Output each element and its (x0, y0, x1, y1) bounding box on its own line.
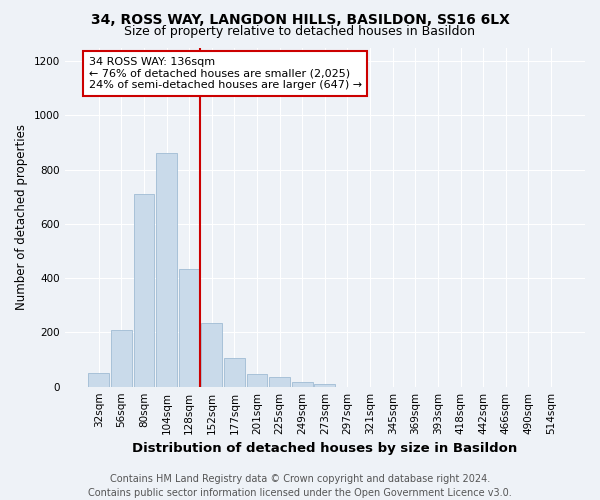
Bar (292, 382, 313, 386)
Text: 34 ROSS WAY: 136sqm
← 76% of detached houses are smaller (2,025)
24% of semi-det: 34 ROSS WAY: 136sqm ← 76% of detached ho… (89, 57, 362, 90)
Bar (156, 154, 177, 386)
Y-axis label: Number of detached properties: Number of detached properties (15, 124, 28, 310)
Text: Contains HM Land Registry data © Crown copyright and database right 2024.
Contai: Contains HM Land Registry data © Crown c… (88, 474, 512, 498)
Bar (88, 373, 109, 386)
Bar (247, 374, 268, 386)
Bar (224, 358, 245, 386)
Text: Size of property relative to detached houses in Basildon: Size of property relative to detached ho… (125, 25, 476, 38)
Bar (111, 330, 132, 386)
Bar (202, 323, 222, 386)
Bar (314, 384, 335, 386)
Bar (179, 268, 200, 386)
X-axis label: Distribution of detached houses by size in Basildon: Distribution of detached houses by size … (132, 442, 517, 455)
Bar (134, 194, 154, 386)
Text: 34, ROSS WAY, LANGDON HILLS, BASILDON, SS16 6LX: 34, ROSS WAY, LANGDON HILLS, BASILDON, S… (91, 12, 509, 26)
Bar (269, 377, 290, 386)
